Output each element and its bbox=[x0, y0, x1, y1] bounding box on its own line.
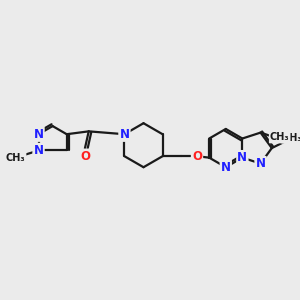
Text: CH₃: CH₃ bbox=[270, 132, 290, 142]
Text: N: N bbox=[221, 161, 231, 174]
Text: CH₃: CH₃ bbox=[282, 133, 300, 142]
Text: O: O bbox=[80, 150, 90, 163]
Text: N: N bbox=[256, 157, 266, 170]
Text: N: N bbox=[34, 128, 44, 141]
Text: CH₃: CH₃ bbox=[6, 153, 26, 163]
Text: N: N bbox=[119, 128, 129, 141]
Text: O: O bbox=[192, 150, 202, 163]
Text: N: N bbox=[237, 151, 248, 164]
Text: N: N bbox=[34, 144, 44, 157]
